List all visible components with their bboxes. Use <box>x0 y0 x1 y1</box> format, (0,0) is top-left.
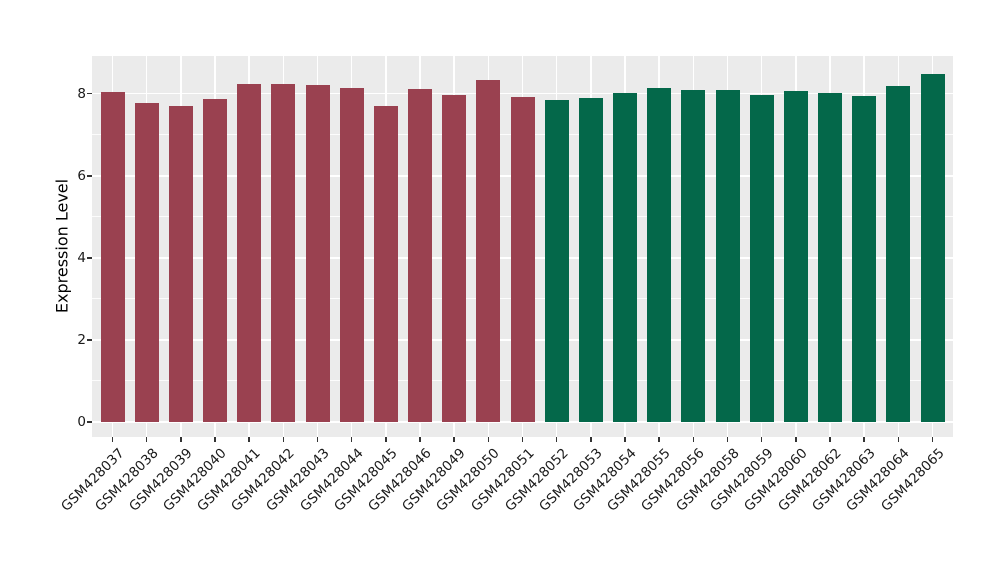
bar-GSM428054 <box>613 93 637 422</box>
x-tick-mark-GSM428052 <box>555 437 558 442</box>
bar-GSM428064 <box>886 85 911 422</box>
y-tick-mark-2 <box>87 339 92 341</box>
x-tick-mark-GSM428054 <box>624 437 626 442</box>
x-tick-mark-GSM428037 <box>111 437 114 442</box>
x-tick-mark-GSM428065 <box>931 437 934 442</box>
x-tick-mark-GSM428050 <box>487 437 490 442</box>
bar-GSM428050 <box>476 79 501 422</box>
y-tick-label-2: 2 <box>77 331 86 348</box>
bar-GSM428044 <box>339 88 364 422</box>
y-tick-label-8: 8 <box>77 85 86 102</box>
y-tick-mark-8 <box>87 92 92 95</box>
x-tick-mark-GSM428045 <box>385 437 387 442</box>
bar-GSM428058 <box>715 90 740 422</box>
bar-GSM428055 <box>647 88 672 422</box>
x-tick-mark-GSM428041 <box>248 437 250 442</box>
x-tick-mark-GSM428060 <box>795 437 797 442</box>
bar-GSM428052 <box>544 99 569 422</box>
x-tick-mark-GSM428044 <box>350 437 353 442</box>
bar-GSM428063 <box>852 95 877 422</box>
x-tick-mark-GSM428051 <box>521 437 524 442</box>
bar-GSM428037 <box>100 91 125 422</box>
x-tick-mark-GSM428046 <box>419 437 421 442</box>
x-tick-mark-GSM428039 <box>180 437 182 442</box>
y-tick-mark-6 <box>87 175 92 177</box>
y-tick-label-4: 4 <box>77 249 86 266</box>
plot-panel <box>92 56 953 437</box>
bar-GSM428042 <box>271 84 296 422</box>
x-tick-mark-GSM428062 <box>829 437 831 442</box>
bar-GSM428045 <box>373 106 398 422</box>
x-tick-mark-GSM428056 <box>692 437 695 442</box>
x-tick-mark-GSM428055 <box>658 437 660 442</box>
x-tick-mark-GSM428040 <box>214 437 216 442</box>
x-tick-mark-GSM428038 <box>145 437 148 442</box>
x-tick-mark-GSM428053 <box>590 437 592 442</box>
bar-GSM428065 <box>920 73 945 422</box>
x-tick-mark-GSM428058 <box>726 437 729 442</box>
x-tick-mark-GSM428042 <box>282 437 285 442</box>
bar-GSM428043 <box>305 85 330 422</box>
bar-GSM428040 <box>203 99 227 422</box>
x-tick-mark-GSM428064 <box>897 437 900 442</box>
bar-GSM428059 <box>749 94 774 422</box>
bar-GSM428056 <box>681 90 706 422</box>
x-tick-mark-GSM428043 <box>316 437 319 442</box>
bar-GSM428046 <box>408 89 432 422</box>
bar-GSM428053 <box>578 97 603 422</box>
y-tick-label-6: 6 <box>77 167 86 184</box>
bar-GSM428051 <box>510 96 535 422</box>
x-tick-mark-GSM428049 <box>453 437 455 442</box>
bar-GSM428039 <box>168 105 193 422</box>
y-tick-mark-4 <box>87 257 92 259</box>
bar-GSM428060 <box>783 91 808 422</box>
y-tick-mark-0 <box>87 421 92 423</box>
x-tick-mark-GSM428059 <box>760 437 763 442</box>
bar-GSM428049 <box>442 94 467 422</box>
y-tick-label-0: 0 <box>77 413 86 430</box>
bar-GSM428038 <box>134 103 159 422</box>
bar-GSM428041 <box>237 83 262 422</box>
bar-GSM428062 <box>818 92 842 422</box>
x-tick-mark-GSM428063 <box>863 437 865 442</box>
y-axis-title: Expression Level <box>52 178 72 314</box>
